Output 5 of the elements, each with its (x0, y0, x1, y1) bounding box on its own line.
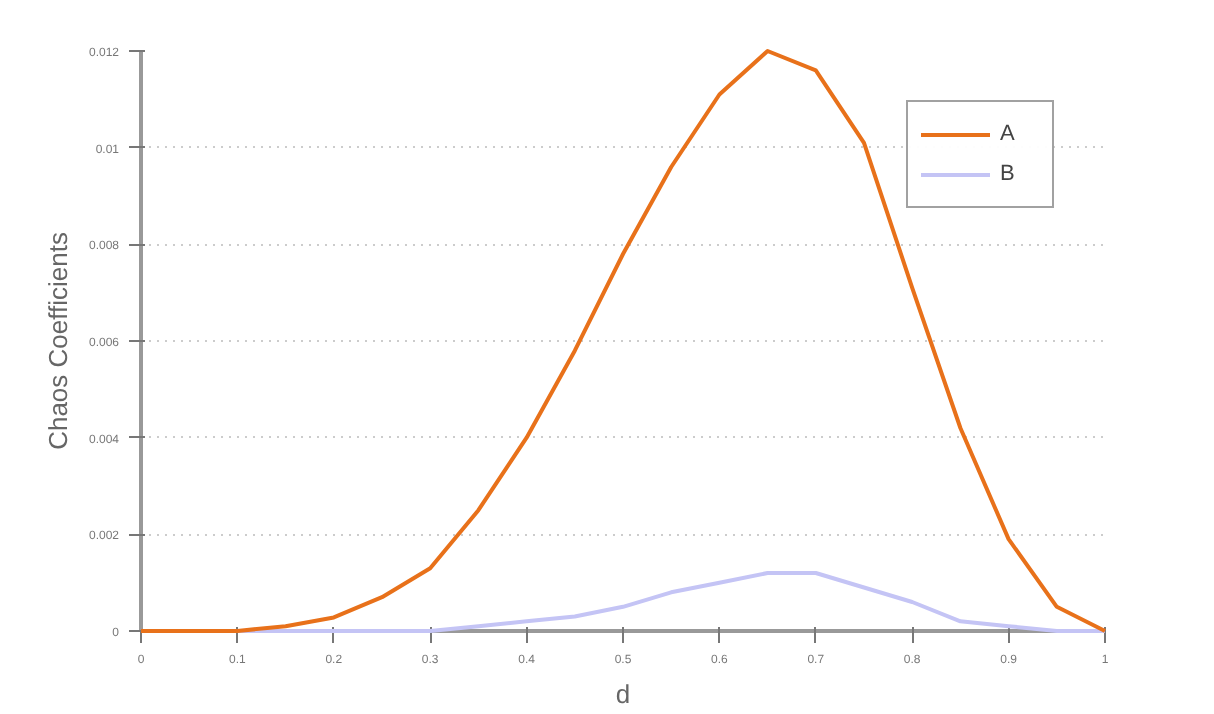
x-axis-title: d (615, 679, 631, 709)
legend-label: B (1000, 162, 1017, 186)
line-series (139, 49, 1107, 633)
legend-label: A (1000, 122, 1017, 146)
y-axis-title: Chaos Coefficients (42, 231, 73, 450)
